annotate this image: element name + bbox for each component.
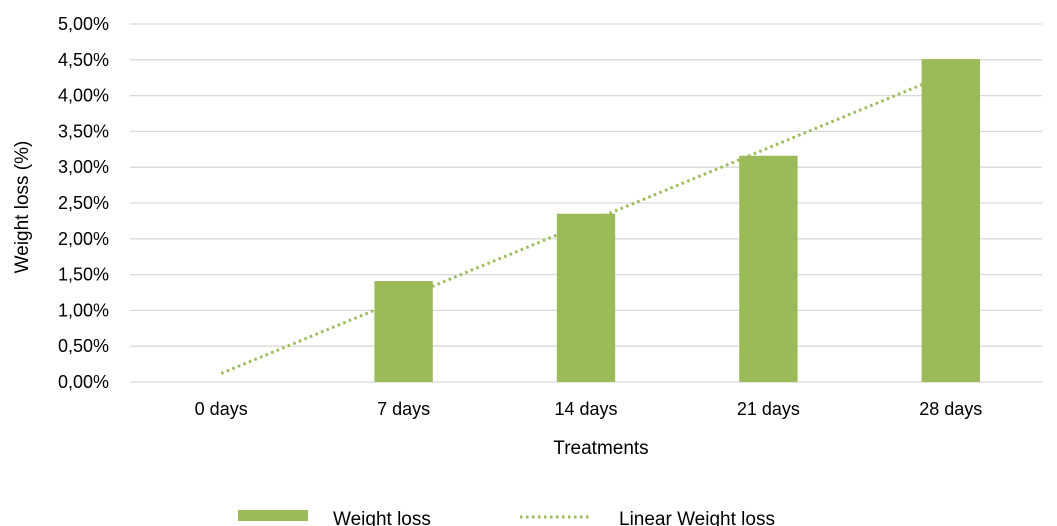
bar xyxy=(374,281,433,382)
x-tick-label: 7 days xyxy=(377,399,430,419)
legend-label-weight-loss: Weight loss xyxy=(333,509,431,526)
y-tick-label: 4,00% xyxy=(58,86,109,106)
y-tick-label: 0,50% xyxy=(58,336,109,356)
y-tick-label: 3,00% xyxy=(58,157,109,177)
bar xyxy=(739,155,798,382)
x-tick-label: 0 days xyxy=(195,399,248,419)
bar xyxy=(556,213,616,382)
bar xyxy=(921,59,980,383)
x-axis-title: Treatments xyxy=(553,438,648,459)
bars xyxy=(374,59,980,383)
y-tick-label: 2,00% xyxy=(58,229,109,249)
y-tick-label: 4,50% xyxy=(58,50,109,70)
legend-label-linear-weight-loss: Linear Weight loss xyxy=(619,509,775,526)
x-tick-label: 21 days xyxy=(737,399,800,419)
y-tick-label: 1,00% xyxy=(58,300,109,320)
legend-bar-swatch xyxy=(238,510,308,521)
y-axis-title: Weight loss (%) xyxy=(12,141,33,274)
y-tick-label: 1,50% xyxy=(58,265,109,285)
legend: Weight loss Linear Weight loss xyxy=(238,509,775,526)
x-tick-label: 14 days xyxy=(554,399,617,419)
y-tick-label: 5,00% xyxy=(58,14,109,34)
y-tick-label: 2,50% xyxy=(58,193,109,213)
y-tick-label: 3,50% xyxy=(58,121,109,141)
y-axis-ticks: 0,00% 0,50% 1,00% 1,50% 2,00% 2,50% 3,00% 3,50%… xyxy=(58,14,109,392)
y-tick-label: 0,00% xyxy=(58,372,109,392)
x-axis-ticks: 0 days 7 days 14 days 21 days 28 days xyxy=(195,399,983,419)
x-tick-label: 28 days xyxy=(919,399,982,419)
